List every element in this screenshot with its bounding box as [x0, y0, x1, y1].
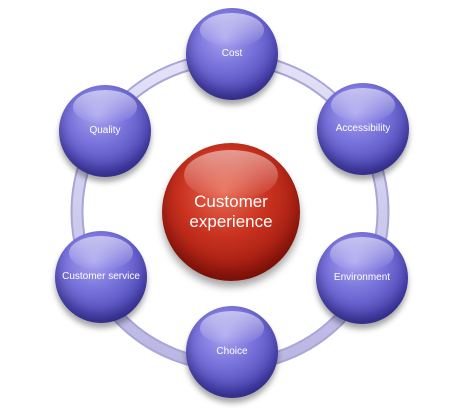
- node-accessibility[interactable]: Accessibility: [317, 83, 409, 175]
- node-label: Environment: [333, 272, 391, 283]
- node-label: Cost: [221, 48, 243, 59]
- node-customer-service[interactable]: Customer service: [55, 231, 147, 323]
- node-quality[interactable]: Quality: [59, 85, 151, 177]
- node-label: Customer service: [62, 271, 140, 282]
- node-label: Accessibility: [335, 123, 391, 134]
- node-environment[interactable]: Environment: [316, 232, 408, 324]
- center-node[interactable]: Customer experience: [162, 143, 300, 281]
- node-label: Choice: [216, 346, 248, 357]
- node-cost[interactable]: Cost: [186, 8, 278, 100]
- node-label: Quality: [89, 125, 121, 136]
- center-label: Customer experience: [189, 192, 273, 231]
- node-choice[interactable]: Choice: [186, 306, 278, 398]
